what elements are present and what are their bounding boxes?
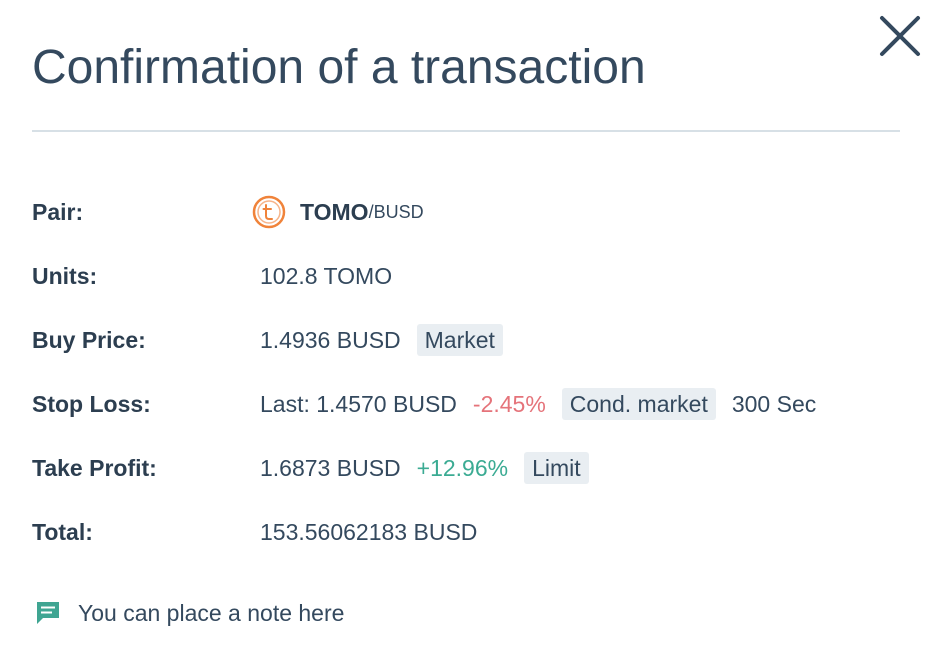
title-divider bbox=[32, 130, 900, 132]
note-text: You can place a note here bbox=[78, 599, 345, 626]
buy-price-label: Buy Price: bbox=[32, 326, 146, 353]
row-units: Units: 102.8 TOMO bbox=[32, 259, 392, 293]
total-label: Total: bbox=[32, 518, 93, 545]
stop-loss-label: Stop Loss: bbox=[32, 390, 151, 417]
units-value: 102.8 TOMO bbox=[260, 262, 393, 289]
stop-loss-value: Last: 1.4570 BUSD bbox=[260, 390, 457, 417]
stop-loss-type-badge: Cond. market bbox=[561, 388, 716, 420]
buy-price-value: 1.4936 BUSD bbox=[260, 326, 401, 353]
buy-price-type-badge: Market bbox=[416, 324, 503, 356]
total-value: 153.56062183 BUSD bbox=[260, 518, 478, 545]
stop-loss-percent: -2.45% bbox=[472, 390, 546, 417]
pair-value: TOMO/BUSD bbox=[252, 195, 424, 229]
tomo-coin-icon bbox=[252, 195, 286, 229]
row-buy-price: Buy Price: 1.4936 BUSD Market bbox=[32, 323, 503, 357]
pair-base: TOMO bbox=[300, 198, 369, 225]
buy-price-value-group: 1.4936 BUSD Market bbox=[260, 324, 503, 356]
units-label: Units: bbox=[32, 262, 98, 289]
pair-quote: /BUSD bbox=[368, 201, 424, 222]
stop-loss-timeout: 300 Sec bbox=[731, 390, 817, 417]
stop-loss-value-group: Last: 1.4570 BUSD -2.45% Cond. market 30… bbox=[260, 388, 816, 420]
take-profit-type-badge: Limit bbox=[524, 452, 589, 484]
row-take-profit: Take Profit: 1.6873 BUSD +12.96% Limit bbox=[32, 451, 589, 485]
take-profit-value: 1.6873 BUSD bbox=[260, 454, 401, 481]
row-pair: Pair: TOMO/BUSD bbox=[32, 195, 424, 229]
take-profit-percent: +12.96% bbox=[416, 454, 509, 481]
pair-label: Pair: bbox=[32, 198, 84, 225]
modal-title: Confirmation of a transaction bbox=[32, 41, 646, 94]
close-button[interactable] bbox=[876, 12, 924, 60]
row-stop-loss: Stop Loss: Last: 1.4570 BUSD -2.45% Cond… bbox=[32, 387, 816, 421]
row-total: Total: 153.56062183 BUSD bbox=[32, 515, 477, 549]
close-icon bbox=[880, 16, 920, 56]
comment-icon bbox=[37, 602, 59, 624]
take-profit-value-group: 1.6873 BUSD +12.96% Limit bbox=[260, 452, 589, 484]
add-note-button[interactable]: You can place a note here bbox=[34, 596, 344, 630]
take-profit-label: Take Profit: bbox=[32, 454, 157, 481]
